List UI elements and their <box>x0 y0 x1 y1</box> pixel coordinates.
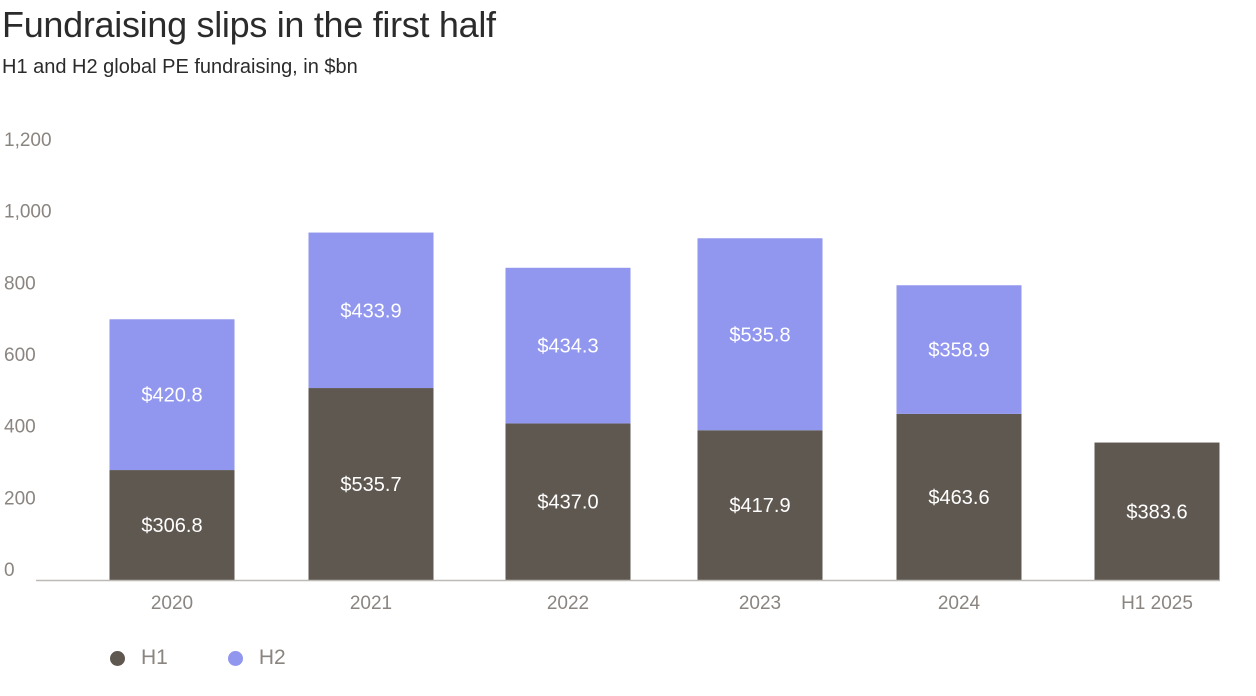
bar-h1-2024 <box>896 413 1022 580</box>
bar-h1-h1-2025 <box>1094 442 1220 580</box>
y-tick-label: 400 <box>4 417 36 438</box>
bar-h2-2022 <box>505 267 631 424</box>
stacked-bar-chart: 0 200 400 600 800 1,000 1,200 $306.8 $420.8 2020 $… <box>4 130 1220 614</box>
y-tick-label: 200 <box>4 488 36 509</box>
bar-value-label: $535.8 <box>729 324 790 346</box>
x-tick-label: H1 2025 <box>1121 593 1193 614</box>
x-tick-label: 2021 <box>350 593 392 614</box>
bar-h1-2020 <box>109 470 235 580</box>
y-tick-label: 1,000 <box>4 202 52 223</box>
y-tick-label: 1,200 <box>4 130 52 151</box>
bar-h1-2021 <box>308 388 434 580</box>
bar-value-label: $306.8 <box>141 515 202 537</box>
y-tick-label: 0 <box>4 560 15 581</box>
bar-h2-2023 <box>697 238 823 431</box>
bar-value-label: $535.7 <box>340 474 401 496</box>
legend: H1 H2 <box>110 646 346 670</box>
bar-value-label: $358.9 <box>928 340 989 362</box>
legend-swatch-h1 <box>110 650 125 666</box>
x-tick-label: 2022 <box>547 593 589 614</box>
bar-h1-2023 <box>697 430 823 580</box>
x-tick-label: 2020 <box>151 593 193 614</box>
y-tick-label: 600 <box>4 345 36 366</box>
bar-value-label: $383.6 <box>1126 501 1187 523</box>
bar-h2-2020 <box>109 319 235 471</box>
y-tick-label: 800 <box>4 273 36 294</box>
chart-subtitle: H1 and H2 global PE fundraising, in $bn <box>2 56 358 78</box>
bar-h1-2022 <box>505 423 631 580</box>
bar-h2-2024 <box>896 285 1022 414</box>
x-tick-label: 2023 <box>739 593 781 614</box>
legend-swatch-h2 <box>227 650 243 666</box>
bar-value-label: $463.6 <box>928 487 989 509</box>
bar-value-label: $417.9 <box>729 495 790 517</box>
bar-value-label: $433.9 <box>340 300 401 322</box>
bar-h2-2021 <box>308 232 434 389</box>
bar-value-label: $434.3 <box>537 336 598 358</box>
x-tick-label: 2024 <box>938 593 981 614</box>
legend-label-h1: H1 <box>141 646 168 669</box>
bar-value-label: $420.8 <box>141 385 202 407</box>
legend-item-h1: H1 <box>110 646 168 670</box>
bar-value-label: $437.0 <box>537 492 598 514</box>
legend-label-h2: H2 <box>258 646 286 669</box>
chart-title: Fundraising slips in the first half <box>2 4 496 45</box>
legend-item-h2: H2 <box>227 646 286 670</box>
